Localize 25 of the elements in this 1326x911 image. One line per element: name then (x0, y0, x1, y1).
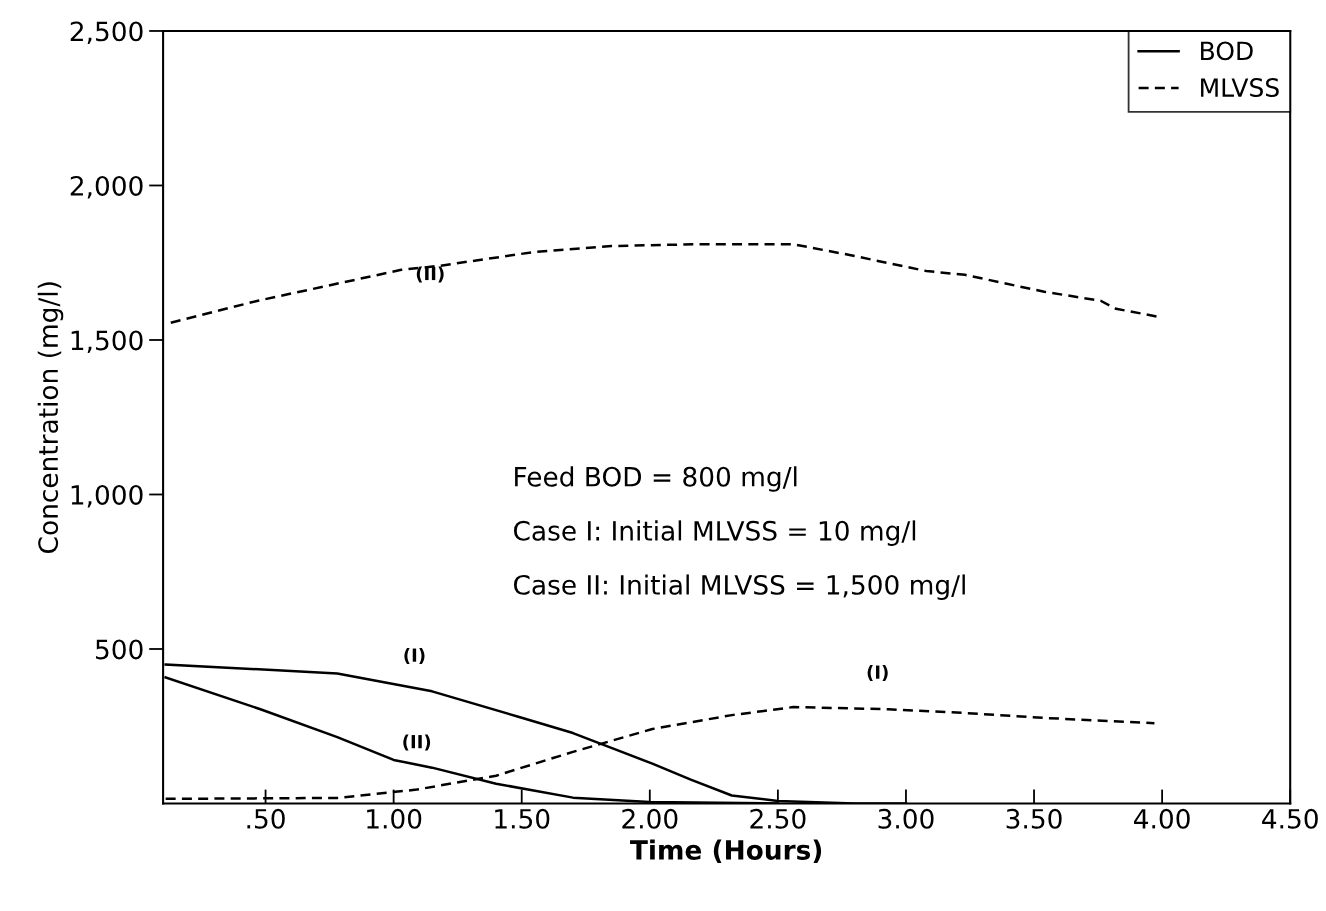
x-tick-label: 2.00 (622, 808, 678, 829)
x-tick-label: .50 (247, 808, 285, 829)
x-tick-label: 4.50 (1262, 808, 1318, 829)
x-tick-label: 4.00 (1134, 808, 1190, 829)
x-tick-label: 2.50 (750, 808, 806, 829)
x-axis-title: Time (Hours) (630, 839, 822, 863)
annotation: Case II: Initial MLVSS = 1,500 mg/l (513, 574, 965, 600)
x-tick-label: 3.50 (1006, 808, 1062, 829)
y-axis-title: Concentration (mg/l) (37, 282, 64, 553)
y-tick-label: 500 (96, 639, 143, 660)
x-tick-label: 1.50 (495, 808, 550, 829)
legend-label: MLVSS (1201, 78, 1279, 98)
x-tick-label: 1.00 (367, 808, 422, 829)
y-tick-label: 1,500 (71, 330, 143, 354)
annotation: (II) (403, 734, 431, 751)
y-tick-label: 1,000 (71, 484, 143, 508)
annotation: Case I: Initial MLVSS = 10 mg/l (513, 520, 916, 546)
annotation: (II) (416, 266, 444, 283)
annotation: (I) (867, 665, 888, 682)
legend-label: BOD (1201, 41, 1253, 61)
y-tick-label: 2,500 (70, 21, 143, 45)
x-tick-label: 3.00 (878, 808, 934, 829)
annotation: Feed BOD = 800 mg/l (515, 466, 797, 492)
annotation: (I) (404, 648, 425, 665)
y-tick-label: 2,000 (70, 175, 143, 199)
